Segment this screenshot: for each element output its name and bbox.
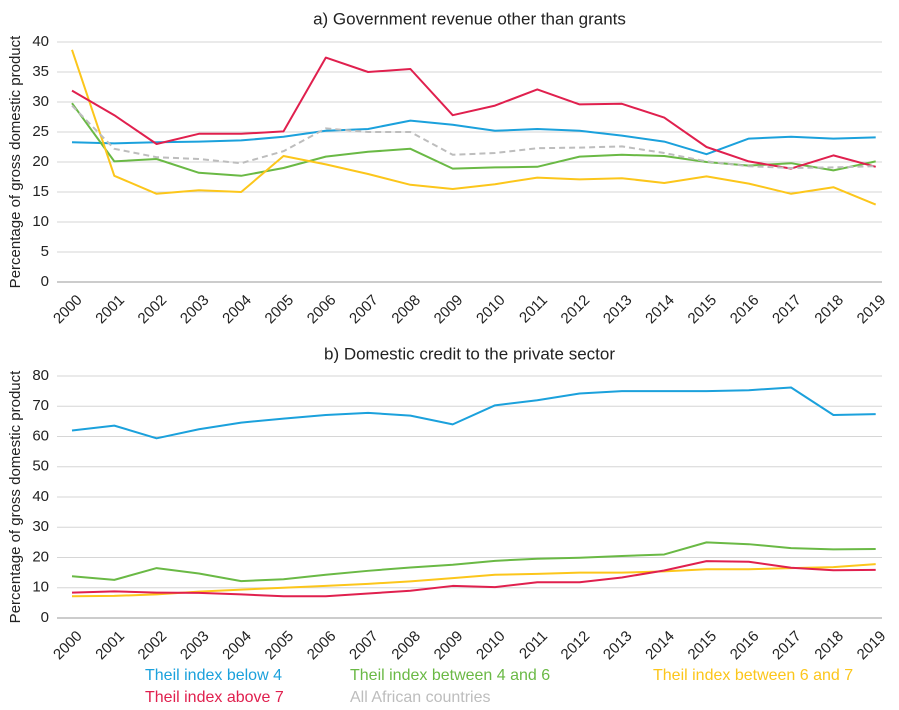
y-tick-label: 40 (32, 33, 49, 50)
x-tick-label: 2004 (219, 628, 255, 664)
legend-entry: Theil index between 6 and 7 (653, 667, 853, 684)
y-tick-label: 25 (32, 123, 49, 140)
x-tick-label: 2002 (135, 292, 171, 328)
x-tick-label: 2007 (346, 292, 382, 328)
x-tick-label: 2000 (50, 292, 86, 328)
x-tick-label: 2008 (388, 292, 424, 328)
y-tick-label: 80 (32, 367, 49, 384)
x-tick-label: 2013 (600, 628, 636, 664)
x-tick-label: 2007 (346, 628, 382, 664)
x-tick-label: 2009 (431, 292, 467, 328)
x-tick-label: 2012 (558, 292, 594, 328)
x-tick-label: 2004 (219, 292, 255, 328)
y-tick-label: 70 (32, 397, 49, 414)
x-tick-label: 2003 (177, 628, 213, 664)
data-line (71, 119, 876, 156)
y-tick-label: 30 (32, 93, 49, 110)
x-tick-label: 2015 (685, 292, 721, 328)
x-tick-label: 2016 (727, 628, 763, 664)
x-tick-label: 2000 (50, 628, 86, 664)
x-tick-label: 2002 (135, 628, 171, 664)
y-tick-label: 15 (32, 183, 49, 200)
x-tick-label: 2011 (516, 292, 551, 327)
legend-entry: Theil index below 4 (145, 667, 282, 684)
x-tick-label: 2017 (769, 628, 805, 664)
x-tick-label: 2006 (304, 292, 340, 328)
x-tick-label: 2005 (262, 628, 298, 664)
x-tick-label: 2012 (558, 628, 594, 664)
x-tick-label: 2014 (642, 292, 678, 328)
y-tick-label: 50 (32, 458, 49, 475)
x-tick-label: 2018 (811, 628, 847, 664)
y-tick-label: 30 (32, 518, 49, 535)
legend-entry: Theil index above 7 (145, 689, 284, 706)
x-tick-label: 2006 (304, 628, 340, 664)
x-tick-label: 2001 (92, 628, 128, 664)
data-line (71, 541, 876, 583)
x-tick-label: 2013 (600, 292, 636, 328)
data-line (71, 104, 876, 169)
y-tick-label: 35 (32, 63, 49, 80)
x-tick-label: 2017 (769, 292, 805, 328)
data-line (71, 49, 877, 206)
legend-entry: All African countries (350, 689, 491, 706)
y-tick-label: 10 (32, 579, 49, 596)
x-tick-label: 2019 (854, 628, 890, 664)
x-tick-label: 2010 (473, 292, 509, 328)
x-tick-label: 2009 (431, 628, 467, 664)
y-axis-label: Percentage of gross domestic product (7, 35, 24, 288)
data-line (71, 563, 876, 598)
x-tick-label: 2016 (727, 292, 763, 328)
x-tick-label: 2005 (262, 292, 298, 328)
data-line (71, 560, 876, 598)
y-axis-label: Percentage of gross domestic product (7, 370, 24, 623)
y-tick-label: 60 (32, 427, 49, 444)
y-tick-label: 20 (32, 548, 49, 565)
data-line (71, 386, 876, 440)
y-tick-label: 0 (41, 273, 49, 290)
x-tick-label: 2014 (642, 628, 678, 664)
data-line (71, 56, 876, 170)
data-line (71, 102, 876, 177)
x-tick-label: 2019 (854, 292, 890, 328)
x-tick-label: 2015 (685, 628, 721, 664)
chart-title: b) Domestic credit to the private sector (324, 344, 615, 363)
x-tick-label: 2008 (388, 628, 424, 664)
x-tick-label: 2001 (92, 292, 128, 328)
y-tick-label: 40 (32, 488, 49, 505)
x-tick-label: 2018 (811, 292, 847, 328)
x-tick-label: 2011 (516, 628, 551, 663)
y-tick-label: 5 (41, 243, 49, 260)
chart-title: a) Government revenue other than grants (313, 9, 626, 28)
x-tick-label: 2010 (473, 628, 509, 664)
y-tick-label: 10 (32, 213, 49, 230)
x-tick-label: 2003 (177, 292, 213, 328)
legend-entry: Theil index between 4 and 6 (350, 667, 550, 684)
y-tick-label: 20 (32, 153, 49, 170)
y-tick-label: 0 (41, 609, 49, 626)
